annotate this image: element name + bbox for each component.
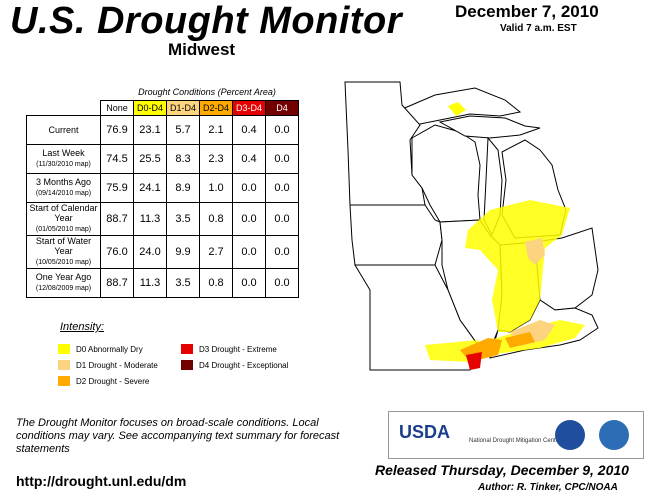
cell: 0.8 xyxy=(199,268,233,298)
noaa-logo-icon xyxy=(599,420,629,450)
map-date: December 7, 2010 xyxy=(455,2,599,21)
table-row: Current 76.9 23.1 5.7 2.1 0.4 0.0 xyxy=(26,115,299,145)
cell: 0.0 xyxy=(265,202,299,236)
cell: 0.0 xyxy=(232,173,266,203)
legend-item-d4: D4 Drought - Exceptional xyxy=(181,360,288,370)
row-label: Current xyxy=(26,115,101,145)
table-row: Start of Water Year (10/05/2010 map) 76.0… xyxy=(26,235,299,269)
cell: 0.8 xyxy=(199,202,233,236)
cell: 3.5 xyxy=(166,202,200,236)
map-title: U.S. Drought Monitor xyxy=(10,0,403,42)
ndmc-logo: National Drought Mitigation Center xyxy=(469,438,562,444)
col-header-d4: D4 xyxy=(265,100,299,116)
region-name: Midwest xyxy=(168,40,236,59)
author: Author: R. Tinker, CPC/NOAA xyxy=(478,482,618,493)
state-michigan-up xyxy=(438,115,541,139)
valid-time: Valid 7 a.m. EST xyxy=(500,23,577,34)
cell: 76.0 xyxy=(100,235,134,269)
cell: 2.7 xyxy=(199,235,233,269)
cell: 2.1 xyxy=(199,115,233,145)
disclaimer-note: The Drought Monitor focuses on broad-sca… xyxy=(16,417,340,455)
table-row: Start of Calendar Year (01/05/2010 map) 8… xyxy=(26,202,299,236)
cell: 0.0 xyxy=(265,235,299,269)
partner-logos: USDA National Drought Mitigation Center xyxy=(388,411,644,459)
cell: 23.1 xyxy=(133,115,167,145)
cell: 1.0 xyxy=(199,173,233,203)
legend-item-d2: D2 Drought - Severe xyxy=(58,376,149,386)
state-iowa xyxy=(349,204,443,266)
cell: 11.3 xyxy=(133,268,167,298)
cell: 0.0 xyxy=(232,235,266,269)
col-header-none: None xyxy=(100,100,134,116)
legend-item-d1: D1 Drought - Moderate xyxy=(58,360,158,370)
cell: 24.1 xyxy=(133,173,167,203)
cell: 74.5 xyxy=(100,144,134,174)
d0-area-upper xyxy=(448,102,466,116)
cell: 0.0 xyxy=(265,268,299,298)
midwest-drought-map xyxy=(344,81,599,371)
col-header-d2-d4: D2-D4 xyxy=(199,100,233,116)
cell: 76.9 xyxy=(100,115,134,145)
d1-area-indiana xyxy=(525,238,545,265)
table-row: One Year Ago (12/08/2009 map) 88.7 11.3 3… xyxy=(26,268,299,298)
cell: 11.3 xyxy=(133,202,167,236)
cell: 24.0 xyxy=(133,235,167,269)
website-link[interactable]: http://drought.unl.edu/dm xyxy=(16,473,187,489)
legend-title: Intensity: xyxy=(60,321,105,333)
drought-conditions-table: None D0-D4 D1-D4 D2-D4 D3-D4 D4 Current … xyxy=(26,100,299,298)
cell: 5.7 xyxy=(166,115,200,145)
table-caption: Drought Conditions (Percent Area) xyxy=(138,87,276,97)
cell: 0.0 xyxy=(232,268,266,298)
d2-area-east xyxy=(505,332,535,348)
legend-item-d0: D0 Abnormally Dry xyxy=(58,344,143,354)
table-row: 3 Months Ago (09/14/2010 map) 75.9 24.1 8… xyxy=(26,173,299,203)
cell: 0.4 xyxy=(232,144,266,174)
col-header-d3-d4: D3-D4 xyxy=(232,100,266,116)
legend-swatch xyxy=(181,344,193,354)
col-header-d1-d4: D1-D4 xyxy=(166,100,200,116)
legend-swatch xyxy=(58,360,70,370)
cell: 0.4 xyxy=(232,115,266,145)
cell: 9.9 xyxy=(166,235,200,269)
d0-area-central xyxy=(465,200,570,332)
table-row: Last Week (11/30/2010 map) 74.5 25.5 8.3 … xyxy=(26,144,299,174)
row-label: Last Week (11/30/2010 map) xyxy=(26,144,101,174)
cell: 0.0 xyxy=(232,202,266,236)
legend-item-d3: D3 Drought - Extreme xyxy=(181,344,277,354)
row-label: 3 Months Ago (09/14/2010 map) xyxy=(26,173,101,203)
commerce-seal-icon xyxy=(555,420,585,450)
row-label: Start of Water Year (10/05/2010 map) xyxy=(26,235,101,269)
legend-swatch xyxy=(181,360,193,370)
col-header-d0-d4: D0-D4 xyxy=(133,100,167,116)
cell: 8.3 xyxy=(166,144,200,174)
cell: 88.7 xyxy=(100,202,134,236)
d3-area xyxy=(466,352,482,370)
cell: 25.5 xyxy=(133,144,167,174)
cell: 88.7 xyxy=(100,268,134,298)
cell: 0.0 xyxy=(265,173,299,203)
cell: 0.0 xyxy=(265,115,299,145)
row-label: Start of Calendar Year (01/05/2010 map) xyxy=(26,202,101,236)
legend-swatch xyxy=(58,376,70,386)
cell: 75.9 xyxy=(100,173,134,203)
legend-swatch xyxy=(58,344,70,354)
cell: 8.9 xyxy=(166,173,200,203)
release-date: Released Thursday, December 9, 2010 xyxy=(375,462,629,478)
cell: 0.0 xyxy=(265,144,299,174)
cell: 2.3 xyxy=(199,144,233,174)
row-label: One Year Ago (12/08/2009 map) xyxy=(26,268,101,298)
cell: 3.5 xyxy=(166,268,200,298)
usda-logo: USDA xyxy=(399,422,451,442)
